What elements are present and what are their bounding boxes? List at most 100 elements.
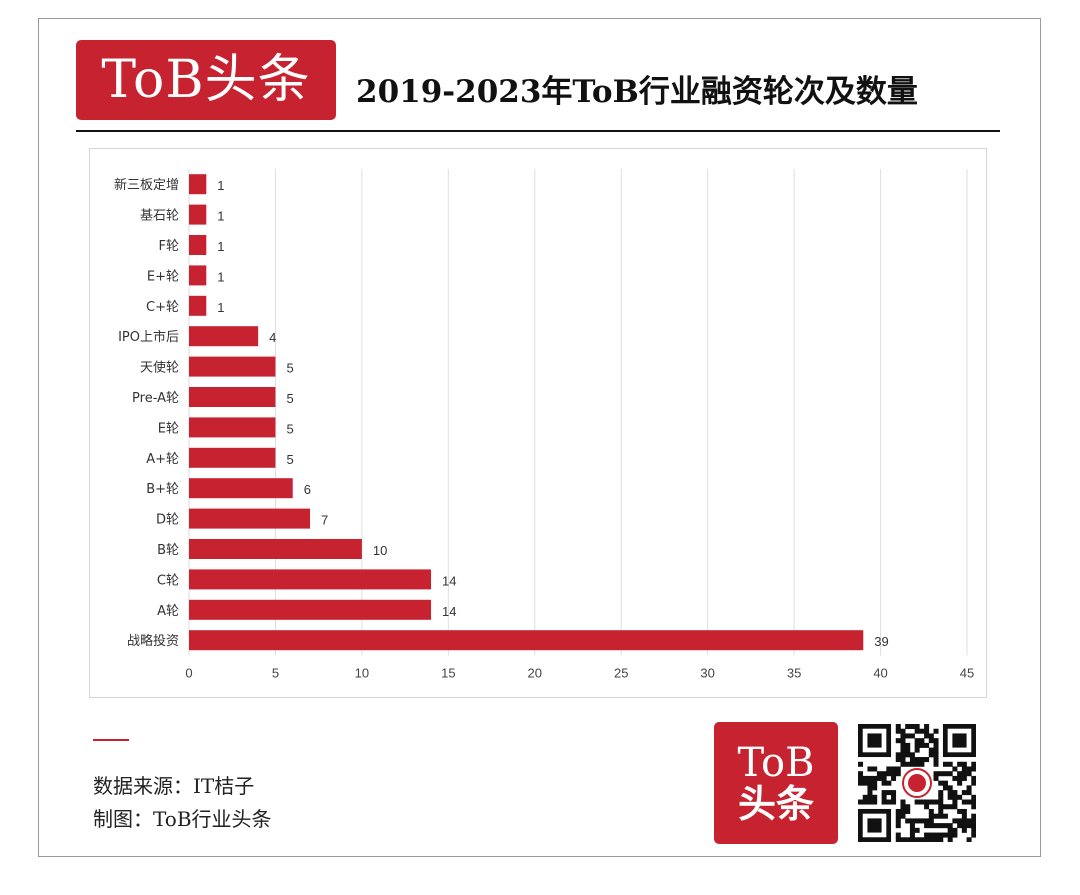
qr-module — [947, 837, 953, 842]
y-category-label: 基石轮 — [140, 209, 179, 224]
accent-dash — [93, 739, 129, 741]
qr-module — [905, 837, 911, 842]
qr-module — [933, 738, 939, 744]
qr-module — [971, 799, 976, 805]
qr-module — [891, 794, 897, 800]
x-tick-label: 30 — [700, 665, 714, 680]
qr-module — [900, 808, 906, 814]
x-tick-label: 40 — [873, 665, 887, 680]
qr-module — [938, 799, 944, 805]
qr-module — [928, 813, 934, 819]
qr-finder-inner — [867, 733, 882, 748]
data-label: 1 — [217, 300, 224, 315]
chart-container: 0 5 10 15 20 25 30 35 40 45 新三板定增 1 基石轮 1 F轮 1 E+轮 1 C+轮 1 I… — [89, 148, 987, 698]
y-category-label: IPO上市后 — [118, 329, 179, 345]
qr-module — [905, 747, 911, 753]
page-title: 2019-2023年ToB行业融资轮次及数量 — [356, 74, 918, 110]
qr-module — [900, 733, 906, 739]
y-category-label: C轮 — [157, 573, 179, 588]
qr-module — [952, 790, 958, 796]
qr-module — [924, 742, 930, 748]
qr-module — [966, 771, 972, 777]
qr-module — [961, 771, 967, 777]
qr-module — [924, 757, 930, 763]
bar — [189, 447, 276, 468]
y-category-label: F轮 — [159, 239, 179, 254]
qr-module — [886, 799, 892, 805]
qr-module — [938, 790, 944, 796]
qr-module — [876, 775, 882, 781]
qr-module — [914, 827, 920, 833]
qr-module — [942, 823, 948, 829]
qr-module — [914, 818, 920, 824]
qr-module — [891, 775, 897, 781]
x-tick-label: 0 — [185, 665, 192, 680]
qr-module — [862, 794, 868, 800]
qr-module — [933, 761, 939, 767]
qr-module — [895, 771, 901, 777]
x-tick-label: 15 — [441, 665, 455, 680]
qr-module — [928, 738, 934, 744]
qr-module — [895, 823, 901, 829]
qr-module — [891, 771, 897, 777]
qr-module — [961, 827, 967, 833]
x-tick-label: 20 — [528, 665, 542, 680]
qr-module — [947, 827, 953, 833]
qr-module — [952, 766, 958, 772]
qr-module — [909, 818, 915, 824]
qr-module — [858, 775, 864, 781]
qr-module — [867, 775, 873, 781]
qr-module — [924, 799, 930, 805]
qr-module — [905, 742, 911, 748]
qr-module — [928, 832, 934, 838]
qr-module — [952, 794, 958, 800]
qr-module — [961, 813, 967, 819]
qr-module — [938, 794, 944, 800]
qr-module — [966, 785, 972, 791]
qr-module — [933, 747, 939, 753]
qr-module — [933, 799, 939, 805]
qr-module — [895, 837, 901, 842]
tob-logo-small: ToB 头条 — [714, 722, 838, 844]
qr-module — [924, 733, 930, 739]
qr-module — [947, 832, 953, 838]
data-label: 39 — [874, 634, 888, 649]
qr-module — [891, 799, 897, 805]
qr-module — [947, 785, 953, 791]
qr-module — [905, 724, 911, 730]
qr-module — [952, 832, 958, 838]
data-label: 7 — [321, 513, 328, 528]
qr-module — [867, 766, 873, 772]
y-category-label: E+轮 — [147, 269, 179, 284]
qr-module — [895, 832, 901, 838]
qr-module — [947, 771, 953, 777]
qr-module — [867, 780, 873, 786]
qr-module — [858, 761, 864, 767]
qr-module — [961, 823, 967, 829]
qr-module — [886, 780, 892, 786]
qr-module — [971, 804, 976, 810]
qr-module — [952, 775, 958, 781]
qr-module — [895, 728, 901, 734]
qr-module — [872, 785, 878, 791]
tob-logo-badge-core — [908, 774, 926, 792]
qr-module — [900, 728, 906, 734]
qr-module — [942, 761, 948, 767]
bar — [189, 235, 207, 255]
qr-module — [872, 799, 878, 805]
x-tick-label: 35 — [787, 665, 801, 680]
data-label: 14 — [442, 573, 456, 588]
bar — [189, 295, 207, 316]
qr-module — [971, 766, 976, 772]
bar — [189, 417, 276, 438]
qr-module — [900, 747, 906, 753]
qr-module — [900, 804, 906, 810]
data-label: 1 — [217, 269, 224, 284]
qr-module — [952, 827, 958, 833]
x-tick-label: 25 — [614, 665, 628, 680]
qr-module — [971, 780, 976, 786]
qr-module — [914, 742, 920, 748]
qr-module — [942, 780, 948, 786]
qr-module — [919, 799, 925, 805]
